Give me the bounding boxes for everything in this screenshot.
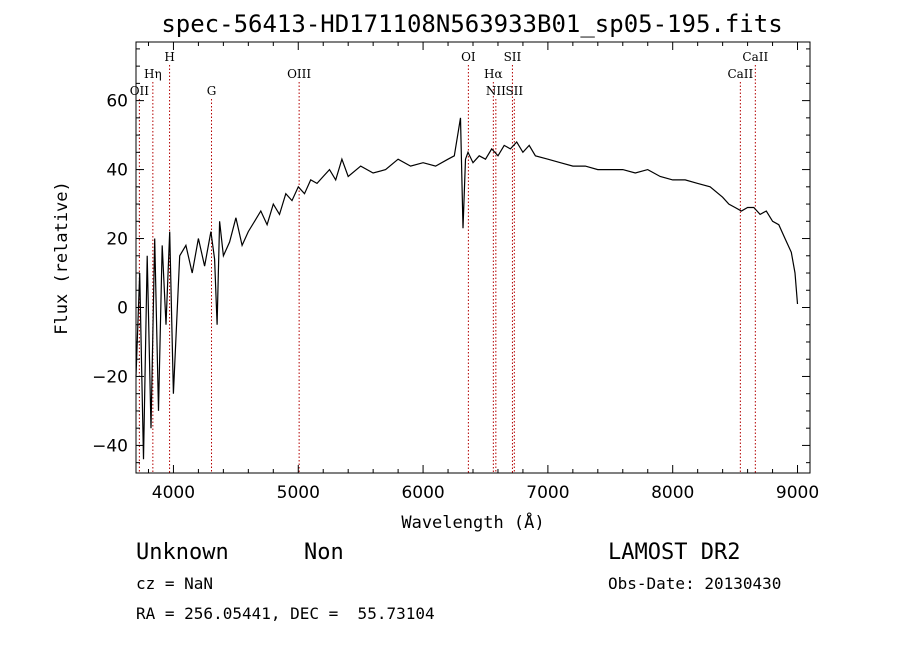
chart-title: spec-56413-HD171108N563933B01_sp05-195.f…	[161, 10, 782, 38]
line-marker-label: G	[207, 84, 217, 98]
x-tick-label: 5000	[277, 483, 320, 503]
x-axis: 4000 5000 6000 7000 8000 9000	[147, 42, 819, 503]
line-marker-label: SII	[505, 84, 523, 98]
x-tick-label: 9000	[776, 483, 819, 503]
object-subclass: Non	[304, 540, 344, 565]
y-tick-label: 20	[106, 230, 128, 250]
line-marker-label: H	[164, 50, 174, 64]
x-tick-label: 6000	[401, 483, 444, 503]
line-marker-label: OII	[130, 84, 150, 98]
line-marker-label: OI	[461, 50, 476, 64]
line-marker-label: CaII	[742, 50, 768, 64]
x-axis-label: Wavelength (Å)	[401, 511, 544, 533]
x-tick-label: 8000	[651, 483, 694, 503]
x-tick-label: 4000	[152, 483, 195, 503]
line-marker-label: Hα	[484, 67, 503, 81]
obs-date: Obs-Date: 20130430	[608, 574, 781, 593]
spectrum-line	[135, 117, 799, 460]
line-marker-label: SII	[504, 50, 522, 64]
y-tick-label: −40	[92, 436, 128, 456]
survey-name: LAMOST DR2	[608, 540, 740, 565]
emission-line-markers	[138, 65, 756, 473]
y-tick-label: 40	[106, 161, 128, 181]
x-tick-label: 7000	[526, 483, 569, 503]
y-tick-label: 0	[117, 298, 128, 318]
line-marker-label: Hη	[144, 67, 162, 81]
coordinates: RA = 256.05441, DEC = 55.73104	[136, 604, 435, 623]
y-tick-label: 60	[106, 92, 128, 112]
y-axis-label: Flux (relative)	[52, 181, 72, 335]
plot-frame	[135, 41, 811, 474]
line-marker-label: CaII	[727, 67, 753, 81]
redshift-cz: cz = NaN	[136, 574, 213, 593]
y-axis: −40 −20 0 20 40 60	[92, 48, 810, 464]
line-marker-label: OIII	[287, 67, 311, 81]
object-class: Unknown	[136, 540, 229, 565]
line-marker-label: NII	[486, 84, 506, 98]
y-tick-label: −20	[92, 367, 128, 387]
